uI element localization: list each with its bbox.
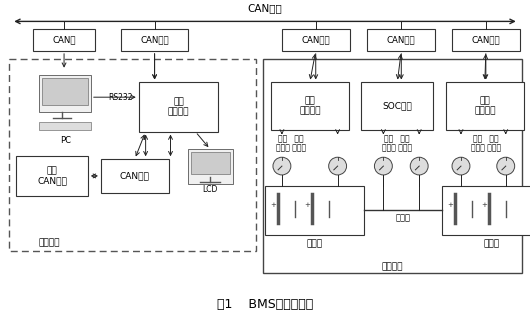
Text: 温度   电压: 温度 电压	[278, 135, 304, 144]
Bar	[139, 82, 218, 132]
Bar	[42, 78, 88, 105]
Text: 电流   电压: 电流 电压	[384, 135, 410, 144]
Bar	[282, 29, 349, 51]
Bar	[362, 82, 433, 130]
Text: +: +	[270, 203, 276, 208]
Text: 传感器 传感器: 传感器 传感器	[471, 143, 501, 152]
Bar	[39, 122, 91, 130]
Text: +: +	[481, 203, 487, 208]
Text: PC: PC	[61, 136, 72, 145]
Text: CAN接口: CAN接口	[387, 36, 416, 45]
Text: CAN接口: CAN接口	[140, 36, 169, 45]
Bar	[191, 152, 230, 174]
Text: 电缆线: 电缆线	[396, 213, 411, 222]
Text: 温度   电压: 温度 电压	[473, 135, 499, 144]
Bar	[10, 59, 256, 251]
Text: CAN接口: CAN接口	[120, 171, 150, 180]
Bar	[121, 29, 189, 51]
Bar	[189, 149, 233, 184]
Circle shape	[452, 157, 470, 175]
Text: 整车
CAN网络: 整车 CAN网络	[37, 166, 67, 185]
Text: CAN接口: CAN接口	[302, 36, 330, 45]
Text: SOC系统: SOC系统	[382, 101, 412, 110]
Text: CAN卡: CAN卡	[53, 36, 76, 45]
Text: 电池箱: 电池箱	[484, 239, 500, 248]
Text: 电池
监控系统: 电池 监控系统	[474, 96, 495, 116]
Bar	[367, 29, 435, 51]
Text: LCD: LCD	[203, 185, 218, 194]
Text: RS232: RS232	[108, 93, 133, 102]
Bar	[265, 186, 364, 235]
Bar	[452, 29, 520, 51]
Circle shape	[497, 157, 515, 175]
Bar	[33, 29, 95, 51]
Text: CAN总线: CAN总线	[247, 4, 282, 14]
Text: 传感器 传感器: 传感器 传感器	[382, 143, 413, 152]
Text: +: +	[447, 203, 453, 208]
Bar	[442, 186, 531, 235]
Bar	[446, 82, 524, 130]
Text: +: +	[304, 203, 310, 208]
Text: 传感器 传感器: 传感器 传感器	[276, 143, 306, 152]
Circle shape	[329, 157, 347, 175]
Text: 上层系统: 上层系统	[38, 239, 60, 248]
Bar	[39, 75, 91, 112]
Bar	[263, 59, 521, 273]
Text: CAN接口: CAN接口	[472, 36, 500, 45]
Text: 图1    BMS结构示意图: 图1 BMS结构示意图	[217, 298, 313, 311]
Text: 底层系统: 底层系统	[382, 262, 403, 271]
Bar	[16, 156, 88, 195]
Text: 电池箱: 电池箱	[307, 239, 323, 248]
Bar	[271, 82, 348, 130]
Circle shape	[374, 157, 392, 175]
Text: 电池
监控系统: 电池 监控系统	[299, 96, 321, 116]
Text: 数据
显示系统: 数据 显示系统	[168, 97, 189, 117]
Circle shape	[273, 157, 291, 175]
Bar	[101, 159, 168, 193]
Circle shape	[410, 157, 428, 175]
